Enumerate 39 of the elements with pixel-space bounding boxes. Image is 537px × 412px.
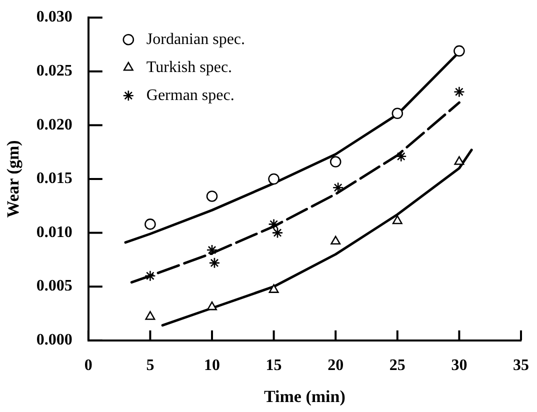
point — [392, 108, 404, 120]
y-tick-label: 0.000 — [36, 332, 72, 349]
y-tick-label: 0.005 — [36, 278, 72, 295]
x-tick-label: 0 — [84, 357, 92, 374]
point — [144, 270, 156, 282]
point — [268, 218, 280, 230]
point — [145, 311, 156, 320]
x-tick-label: 25 — [389, 357, 406, 374]
y-tick-label: 0.030 — [36, 8, 72, 26]
y-tick-label: 0.020 — [36, 116, 72, 134]
point — [144, 218, 156, 230]
y-tick-label: 0.015 — [36, 170, 72, 188]
point — [268, 173, 280, 185]
x-tick-label: 30 — [451, 357, 468, 374]
x-tick-label: 5 — [146, 357, 154, 374]
point — [454, 45, 465, 57]
legend-label: German spec. — [146, 86, 234, 104]
point — [454, 86, 465, 98]
point — [454, 156, 464, 165]
y-tick-label: 0.010 — [36, 224, 72, 241]
x-tick-label: 10 — [204, 357, 220, 374]
y-axis-title: Wear (gm) — [4, 140, 23, 218]
point — [206, 190, 218, 202]
point — [330, 156, 342, 168]
x-tick-label: 20 — [328, 357, 344, 374]
point — [332, 182, 344, 194]
legend-label: Jordanian spec. — [146, 30, 246, 48]
x-axis-title: Time (min) — [264, 387, 346, 406]
point — [208, 257, 220, 269]
point — [268, 284, 279, 293]
point — [207, 301, 217, 310]
point — [206, 244, 218, 256]
y-tick-label: 0.025 — [36, 62, 72, 80]
x-tick-label: 15 — [266, 357, 282, 374]
point — [272, 227, 284, 238]
point — [392, 215, 402, 224]
x-tick-label: 35 — [513, 357, 529, 374]
point — [330, 236, 341, 245]
legend-label: Turkish spec. — [146, 58, 232, 76]
